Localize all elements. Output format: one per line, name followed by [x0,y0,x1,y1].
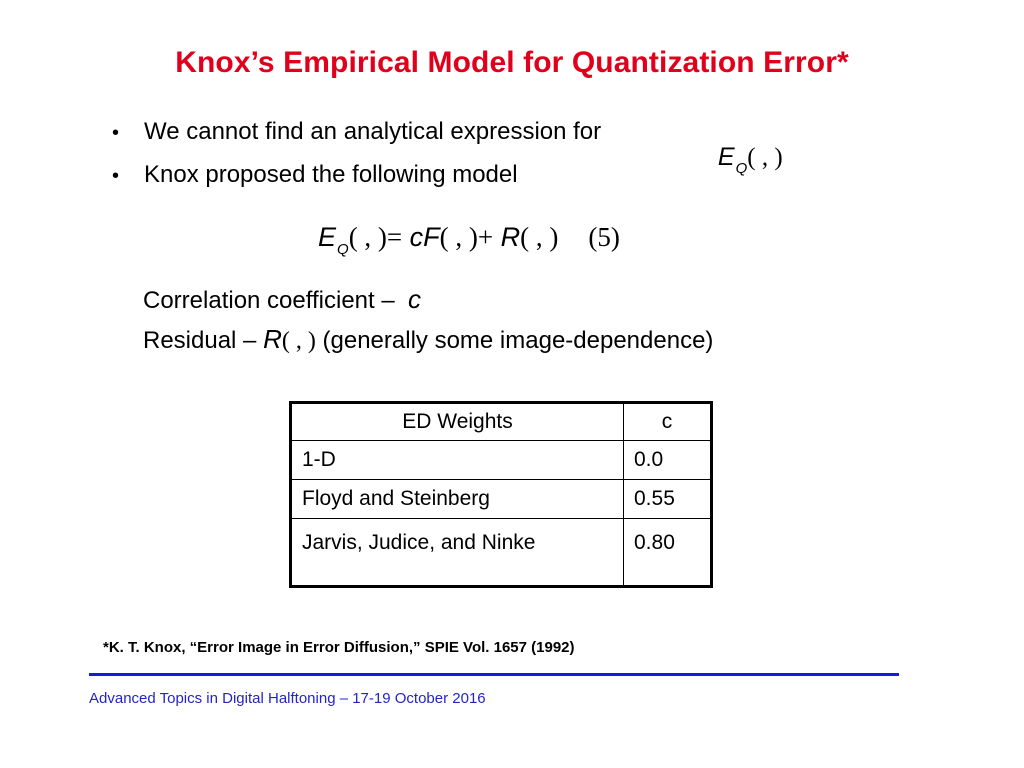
plus-sign: + [477,222,494,252]
subscript-q: Q [337,241,349,258]
args: ( , ) [439,222,478,252]
correlation-label: Correlation coefficient – [143,287,395,314]
table-cell-c: 0.55 [623,479,712,519]
table-header-row: ED Weights c [290,402,712,441]
table-row: 1-D 0.0 [290,440,712,480]
correlation-definition: Correlation coefficient – c [143,284,421,315]
header-ed-weights: ED Weights [290,402,624,441]
symbol-c: c [409,222,424,252]
inline-expression: EQ( , ) [704,114,783,177]
table-cell-weight: 1-D [290,440,624,480]
table-cell-weight: Floyd and Steinberg [290,479,624,519]
slide-title: Knox’s Empirical Model for Quantization … [175,46,849,79]
bullet-text: We cannot find an analytical expression … [144,118,602,145]
symbol-e: E [318,222,337,252]
equals-sign: = [386,222,403,252]
subscript-q: Q [735,160,748,177]
table-cell-c: 0.0 [623,440,712,480]
model-equation: EQ( , )= cF( , )+ R( , ) (5) [318,222,620,258]
args: ( , ) [281,328,316,354]
residual-label: Residual – [143,327,257,354]
residual-definition: Residual – R( , ) (generally some image-… [143,324,713,355]
symbol-r: R [500,222,521,252]
symbol-r: R [263,324,282,354]
args: ( , ) [348,222,387,252]
bullet-model: • Knox proposed the following model [112,161,518,189]
bullet-text: Knox proposed the following model [144,161,518,188]
bullet-dot: • [112,165,120,187]
args: ( , ) [520,222,559,252]
equation-number: (5) [588,222,620,252]
residual-note: (generally some image-dependence) [322,327,714,354]
symbol-c: c [408,284,422,314]
symbol-e: E [717,143,735,171]
footnote: *K. T. Knox, “Error Image in Error Diffu… [103,639,575,656]
bullet-dot: • [112,122,120,144]
footer-text: Advanced Topics in Digital Halftoning – … [89,690,486,707]
table-cell-weight: Jarvis, Judice, and Ninke [290,518,624,587]
ed-weights-table: ED Weights c 1-D 0.0 Floyd and Steinberg… [289,401,713,588]
table-row: Floyd and Steinberg 0.55 [290,479,712,519]
symbol-f: F [423,222,440,252]
footer-rule [89,673,899,676]
bullet-analytical: • We cannot find an analytical expressio… [112,118,601,146]
header-c: c [623,402,712,441]
table-cell-c: 0.80 [623,518,712,587]
args: ( , ) [747,144,783,171]
table-row: Jarvis, Judice, and Ninke 0.80 [290,518,712,587]
